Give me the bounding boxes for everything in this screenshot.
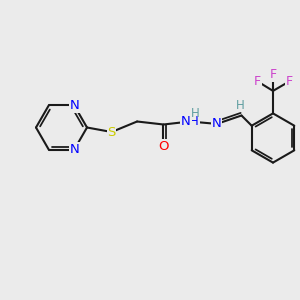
- Text: N: N: [181, 115, 191, 128]
- Text: H: H: [191, 106, 200, 120]
- Text: N: N: [69, 143, 79, 156]
- Text: H: H: [236, 99, 245, 112]
- Text: N: N: [212, 117, 222, 130]
- Text: F: F: [254, 75, 261, 88]
- Text: NH: NH: [181, 115, 199, 128]
- Text: F: F: [286, 75, 293, 88]
- Text: F: F: [269, 68, 277, 81]
- Text: N: N: [212, 117, 222, 130]
- Text: O: O: [158, 140, 169, 153]
- Text: N: N: [69, 99, 79, 112]
- Text: S: S: [107, 125, 116, 139]
